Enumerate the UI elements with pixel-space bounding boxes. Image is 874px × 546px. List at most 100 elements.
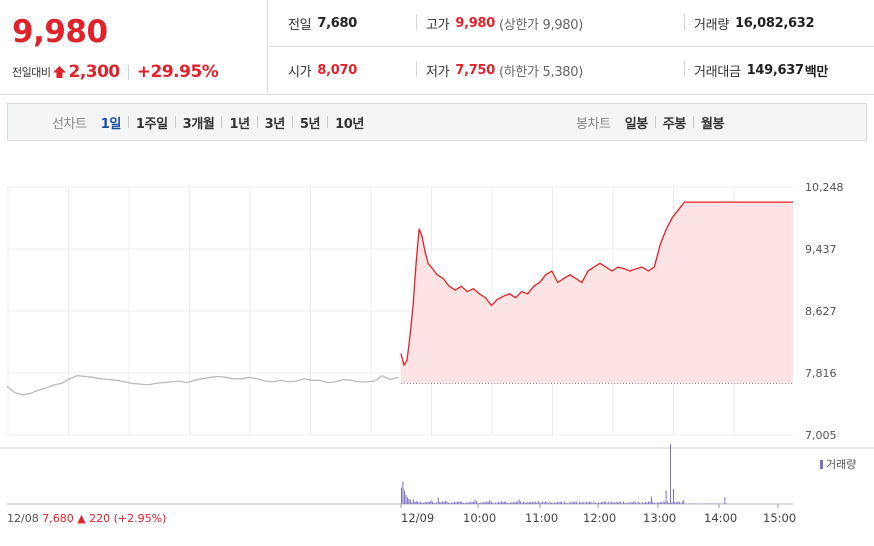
volume-bar bbox=[495, 502, 497, 504]
volume-bar bbox=[574, 501, 576, 504]
quote-info: 전일 7,680 고가 9,980 (상한가 9,980) 거래량 16,082… bbox=[268, 0, 874, 95]
volume-bar bbox=[578, 501, 580, 504]
volume-bar bbox=[627, 502, 629, 504]
volume-bar bbox=[580, 502, 582, 504]
tab-3-years[interactable]: 3년 bbox=[264, 116, 286, 132]
amount-value: 149,637 bbox=[746, 62, 804, 78]
open-price: 시가 8,070 bbox=[288, 60, 357, 80]
volume-bar bbox=[602, 502, 604, 504]
volume-bar bbox=[561, 501, 563, 504]
tab-5-years[interactable]: 5년 bbox=[299, 116, 321, 132]
amount-unit: 백만 bbox=[804, 64, 829, 80]
line-chart-tabs: 선차트 1일 1주일 3개월 1년 3년 5년 10년 bbox=[52, 104, 364, 140]
volume-bar bbox=[586, 501, 588, 504]
volume-bar bbox=[603, 501, 605, 504]
volume-bar bbox=[677, 501, 679, 504]
volume-bar bbox=[658, 502, 660, 504]
volume-bar bbox=[553, 502, 555, 504]
volume-bar bbox=[670, 444, 672, 504]
info-row-1: 전일 7,680 고가 9,980 (상한가 9,980) 거래량 16,082… bbox=[268, 0, 874, 47]
volume-bar bbox=[625, 503, 627, 504]
volume-bar bbox=[528, 502, 530, 504]
price-panel: 9,980 전일대비 2,300 +29.95% bbox=[0, 0, 268, 95]
volume-bar bbox=[540, 502, 542, 504]
volume-bar bbox=[502, 501, 504, 504]
prev-day-summary: 12/08 7,680 ▲ 220 (+2.95%) bbox=[7, 512, 166, 525]
today-area-fill bbox=[401, 202, 793, 384]
divider bbox=[416, 61, 417, 77]
volume-bar bbox=[571, 501, 573, 504]
tab-1-year[interactable]: 1년 bbox=[229, 116, 250, 132]
divider bbox=[256, 116, 258, 128]
volume-bar bbox=[500, 501, 502, 504]
volume-bar bbox=[590, 501, 592, 504]
volume-bar bbox=[503, 501, 505, 504]
volume-bar bbox=[439, 501, 441, 504]
volume-bar bbox=[624, 502, 626, 504]
volume-bar bbox=[455, 502, 457, 504]
tab-daily[interactable]: 일봉 bbox=[624, 116, 649, 132]
tab-monthly[interactable]: 월봉 bbox=[700, 116, 725, 132]
volume-bar bbox=[577, 503, 579, 504]
volume-bar bbox=[464, 503, 466, 504]
volume-bar bbox=[475, 501, 477, 504]
today-price-line bbox=[400, 201, 793, 367]
volume-bar bbox=[537, 501, 539, 504]
volume-bar bbox=[514, 502, 516, 504]
volume-bar bbox=[612, 502, 614, 504]
volume-bar bbox=[411, 502, 413, 504]
volume-bar bbox=[621, 503, 623, 504]
volume-bar bbox=[639, 502, 641, 504]
volume-bar bbox=[595, 502, 597, 504]
volume-bar bbox=[489, 500, 491, 504]
volume-bar bbox=[481, 502, 483, 504]
volume-bar bbox=[415, 501, 417, 504]
volume-bar bbox=[459, 501, 461, 504]
volume-bar bbox=[436, 502, 438, 504]
volume-bar bbox=[674, 501, 676, 504]
divider bbox=[221, 116, 223, 128]
candle-chart-label: 봉차트 bbox=[576, 116, 611, 132]
tab-10-years[interactable]: 10년 bbox=[335, 116, 364, 132]
volume-bar bbox=[474, 499, 476, 504]
volume-bar bbox=[468, 501, 470, 504]
volume-bar bbox=[662, 501, 664, 504]
tab-1-day[interactable]: 1일 bbox=[100, 116, 122, 132]
trade-amount: 거래대금 149,637 백만 bbox=[694, 60, 828, 80]
volume-bar bbox=[649, 501, 651, 504]
tab-1-week[interactable]: 1주일 bbox=[135, 116, 168, 132]
volume-bar bbox=[484, 502, 486, 504]
volume-bar bbox=[628, 502, 630, 504]
volume-bar bbox=[427, 501, 429, 504]
volume-bar bbox=[643, 502, 645, 504]
volume-bar bbox=[418, 502, 420, 504]
volume-bar bbox=[536, 502, 538, 504]
volume: 거래량 16,082,632 bbox=[694, 13, 815, 33]
tab-weekly[interactable]: 주봉 bbox=[662, 116, 687, 132]
divider bbox=[684, 61, 685, 77]
volume-bar bbox=[405, 495, 407, 504]
volume-bar bbox=[659, 501, 661, 504]
volume-bar bbox=[524, 502, 526, 504]
volume-bar bbox=[423, 502, 425, 504]
volume-bar bbox=[402, 481, 404, 504]
y-tick-label: 9,437 bbox=[805, 243, 837, 256]
volume-bar bbox=[546, 501, 548, 504]
price-chart-svg: 10,248 9,437 8,627 7,816 7,005 거래량 12/09 10:00 1… bbox=[0, 181, 874, 525]
tab-3-months[interactable]: 3개월 bbox=[182, 116, 215, 132]
volume-bar bbox=[445, 501, 447, 504]
divider bbox=[654, 116, 656, 128]
lower-limit: (하한가 5,380) bbox=[498, 64, 584, 80]
x-tick-label: 10:00 bbox=[463, 511, 496, 525]
volume-bar bbox=[672, 489, 674, 504]
volume-bar bbox=[458, 501, 460, 504]
up-arrow-icon bbox=[53, 66, 67, 78]
day-low: 저가 7,750 (하한가 5,380) bbox=[426, 60, 583, 80]
divider bbox=[127, 116, 129, 128]
volume-bar bbox=[611, 501, 613, 504]
volume-bar bbox=[681, 501, 683, 504]
volume-bar bbox=[490, 501, 492, 504]
volume-bar bbox=[572, 502, 574, 504]
volume-bar bbox=[637, 501, 639, 504]
volume-bar bbox=[452, 502, 454, 504]
